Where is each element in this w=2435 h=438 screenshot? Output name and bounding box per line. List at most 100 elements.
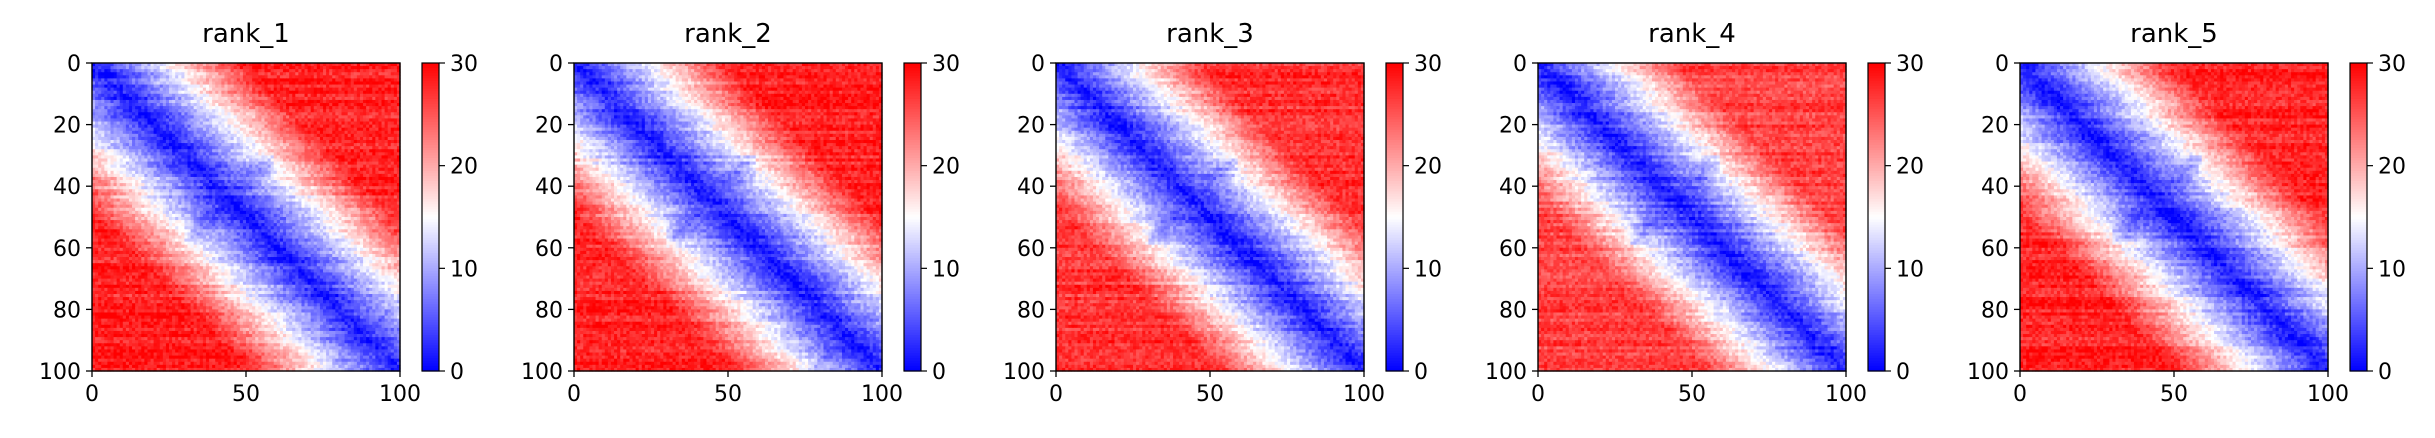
heatmap-cell: [162, 118, 167, 123]
heatmap-cell: [396, 109, 401, 113]
heatmap-cell: [150, 115, 155, 120]
heatmap-cell: [144, 112, 149, 116]
heatmap-cell: [366, 90, 370, 95]
heatmap-cell: [181, 78, 185, 83]
heatmap-cell: [273, 69, 278, 73]
heatmap-cell: [307, 69, 312, 73]
heatmap-cell: [366, 103, 370, 107]
heatmap-cell: [202, 84, 207, 89]
heatmap-cell: [190, 66, 195, 70]
heatmap-cell: [372, 87, 376, 92]
heatmap-cell: [289, 78, 293, 83]
heatmap-cell: [122, 69, 127, 73]
heatmap-cell: [387, 96, 392, 101]
heatmap-cell: [369, 103, 373, 107]
heatmap-cell: [187, 112, 192, 116]
heatmap-cell: [369, 78, 373, 83]
heatmap-cell: [323, 84, 327, 89]
heatmap-cell: [264, 106, 269, 110]
heatmap-cell: [282, 69, 287, 73]
heatmap-cell: [125, 99, 130, 104]
heatmap-cell: [298, 72, 303, 76]
heatmap-cell: [341, 115, 346, 120]
heatmap-cell: [338, 66, 343, 70]
heatmap-cell: [218, 63, 222, 67]
heatmap-cell: [165, 72, 170, 76]
heatmap-cell: [292, 72, 296, 76]
heatmap-cell: [138, 109, 142, 113]
heatmap-cell: [313, 84, 318, 89]
heatmap-cell: [153, 93, 158, 98]
heatmap-cell: [187, 63, 192, 67]
heatmap-cell: [375, 81, 380, 86]
heatmap-cell: [289, 103, 293, 107]
heatmap-cell: [119, 66, 124, 70]
heatmap-cell: [353, 84, 358, 89]
heatmap-cell: [332, 69, 336, 73]
heatmap-cell: [212, 115, 216, 120]
heatmap-cell: [181, 72, 185, 76]
heatmap-cell: [387, 90, 392, 95]
heatmap-cell: [279, 66, 284, 70]
heatmap-cell: [332, 75, 336, 79]
heatmap-cell: [313, 66, 318, 70]
heatmap-cell: [384, 93, 389, 98]
heatmap-cell: [319, 93, 324, 98]
heatmap-cell: [350, 84, 355, 89]
heatmap-cell: [202, 90, 207, 95]
heatmap-cell: [239, 72, 244, 76]
heatmap-cell: [396, 66, 401, 70]
heatmap-cell: [113, 72, 118, 76]
heatmap-cell: [153, 96, 158, 101]
heatmap-cell: [316, 78, 321, 83]
heatmap-cell: [347, 78, 352, 83]
heatmap-cell: [307, 93, 312, 98]
heatmap-cell: [162, 109, 167, 113]
heatmap-cell: [162, 69, 167, 73]
heatmap-cell: [159, 99, 164, 104]
heatmap-cell: [144, 72, 149, 76]
heatmap-cell: [125, 87, 130, 92]
heatmap-cell: [353, 81, 358, 86]
heatmap-cell: [350, 72, 355, 76]
heatmap-cell: [230, 66, 235, 70]
heatmap-cell: [282, 84, 287, 89]
heatmap-cell: [193, 66, 198, 70]
heatmap-cell: [335, 63, 339, 67]
heatmap-cell: [282, 63, 287, 67]
heatmap-cell: [230, 90, 235, 95]
heatmap-cell: [273, 72, 278, 76]
heatmap-cell: [221, 87, 226, 92]
heatmap-cell: [326, 103, 330, 107]
heatmap-cell: [92, 87, 96, 92]
heatmap-cell: [384, 72, 389, 76]
heatmap-cell: [286, 84, 290, 89]
heatmap-cell: [153, 72, 158, 76]
heatmap-cell: [313, 72, 318, 76]
heatmap-cell: [319, 90, 324, 95]
heatmap-cell: [329, 66, 333, 70]
heatmap-cell: [255, 72, 259, 76]
heatmap-cell: [252, 66, 256, 70]
heatmap-cell: [116, 103, 121, 107]
heatmap-cell: [110, 63, 115, 67]
heatmap-cell: [190, 112, 195, 116]
heatmap-cell: [122, 78, 127, 83]
heatmap-cell: [153, 115, 158, 120]
heatmap-cell: [289, 99, 293, 104]
heatmap-cell: [193, 75, 198, 79]
heatmap-cell: [132, 109, 136, 113]
heatmap-cell: [381, 106, 386, 110]
heatmap-cell: [236, 78, 241, 83]
heatmap-cell: [323, 72, 327, 76]
heatmap-cell: [110, 112, 115, 116]
heatmap-cell: [202, 93, 207, 98]
heatmap-cell: [396, 93, 401, 98]
heatmap-cell: [378, 84, 383, 89]
heatmap-cell: [316, 69, 321, 73]
heatmap-cell: [356, 75, 361, 79]
heatmap-cell: [125, 115, 130, 120]
heatmap-cell: [178, 115, 182, 120]
heatmap-cell: [184, 90, 189, 95]
heatmap-cell: [138, 93, 142, 98]
